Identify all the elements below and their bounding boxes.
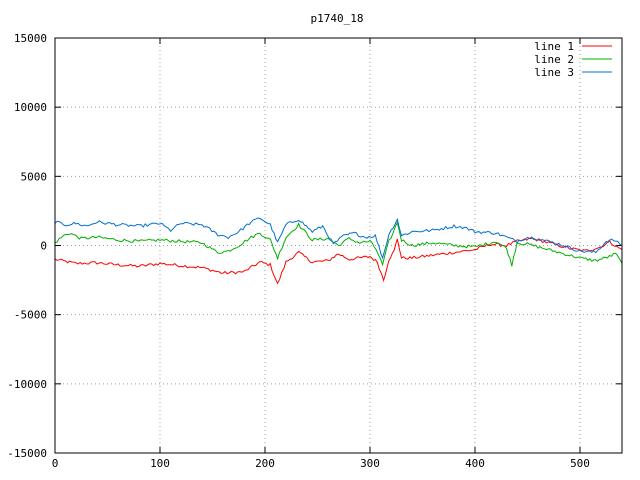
legend-label-3: line 3 bbox=[534, 66, 574, 79]
y-tick-label: 5000 bbox=[21, 170, 48, 183]
x-tick-label: 500 bbox=[570, 457, 590, 470]
y-tick-label: -10000 bbox=[7, 378, 47, 391]
axis-ticks: 0 100 200 300 400 500 -15000 -10000 -5000 0 5000 10… bbox=[7, 32, 622, 470]
grid-lines bbox=[55, 38, 622, 453]
chart-title: p1740_18 bbox=[311, 12, 364, 25]
plot-frame bbox=[54, 37, 623, 454]
x-tick-label: 300 bbox=[360, 457, 380, 470]
x-tick-label: 400 bbox=[465, 457, 485, 470]
y-tick-label: 15000 bbox=[14, 32, 47, 45]
x-tick-label: 200 bbox=[255, 457, 275, 470]
legend-label-2: line 2 bbox=[534, 53, 574, 66]
plot-area bbox=[54, 217, 623, 285]
series-line-3 bbox=[54, 217, 623, 260]
legend-label-1: line 1 bbox=[534, 40, 574, 53]
y-tick-label: 0 bbox=[40, 240, 47, 253]
y-tick-label: -15000 bbox=[7, 447, 47, 460]
y-tick-label: -5000 bbox=[14, 309, 47, 322]
series-line-2 bbox=[54, 221, 623, 267]
y-tick-label: 10000 bbox=[14, 101, 47, 114]
x-tick-label: 0 bbox=[52, 457, 59, 470]
x-tick-label: 100 bbox=[150, 457, 170, 470]
